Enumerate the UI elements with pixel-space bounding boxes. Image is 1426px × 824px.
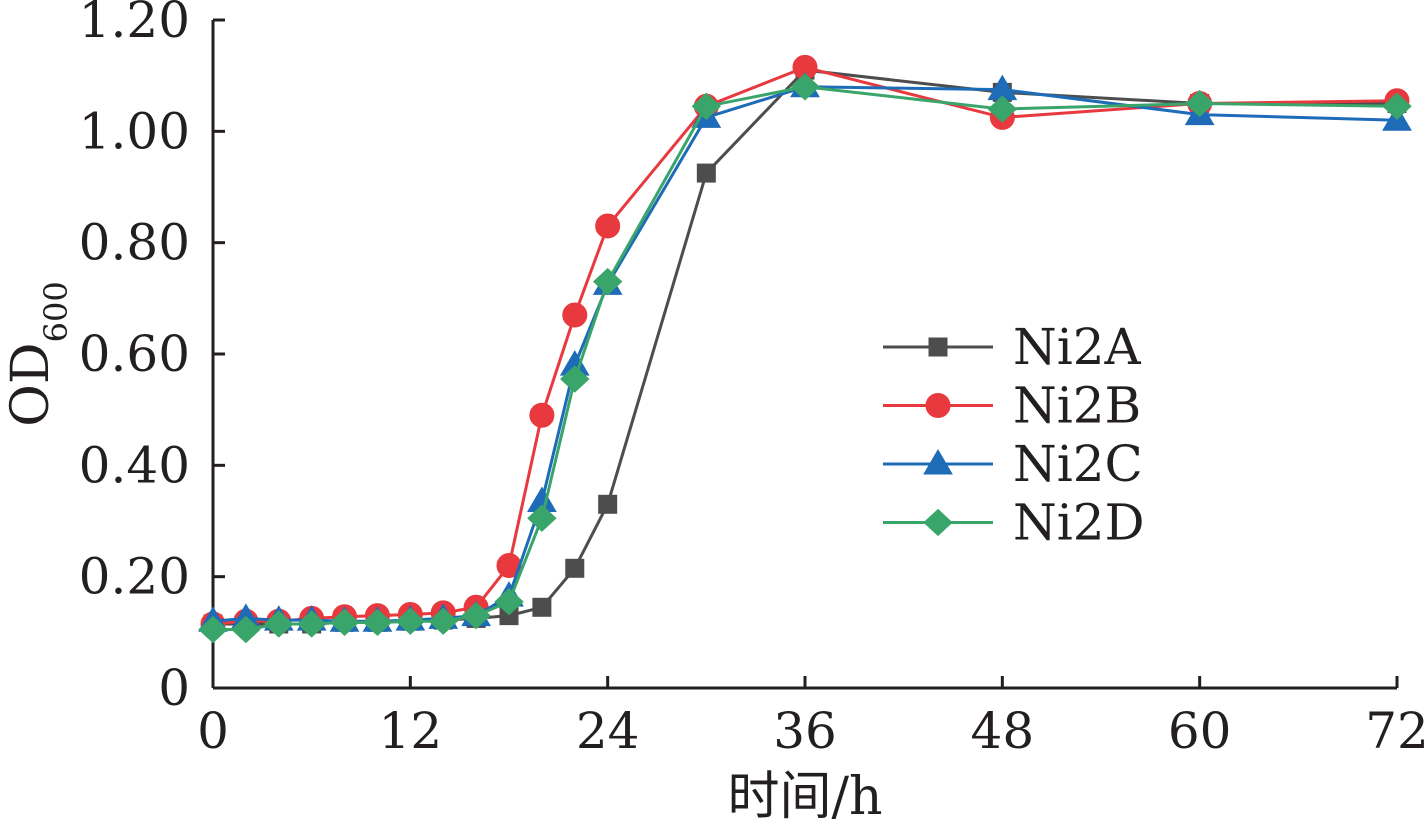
series-ni2d — [198, 73, 1412, 644]
data-point — [264, 610, 294, 638]
data-point — [329, 608, 360, 636]
data-point — [428, 607, 458, 635]
x-axis-title: 时间/h — [727, 767, 882, 824]
legend-item: Ni2D — [883, 494, 1145, 552]
y-tick-label: 0.60 — [79, 325, 190, 383]
data-point — [529, 402, 555, 428]
data-point — [696, 163, 716, 183]
x-tick-label: 60 — [1168, 702, 1232, 760]
series-line — [212, 65, 1398, 626]
series-line — [213, 68, 1397, 626]
data-point — [790, 73, 820, 101]
ticks: 0 12 24 36 48 60 72 0 0.20 0.40 0.60 0.80 1.00 1.20 — [79, 0, 1426, 760]
data-point — [987, 95, 1018, 123]
data-point — [565, 558, 585, 578]
legend-label: Ni2A — [1013, 318, 1142, 376]
series-line — [212, 85, 1398, 623]
data-point — [231, 615, 261, 644]
y-tick-label: 0.40 — [79, 436, 190, 494]
y-axis-title-subscript: 600 — [37, 281, 75, 342]
x-tick-label: 12 — [379, 702, 443, 760]
y-axis-title-main: OD — [1, 342, 61, 426]
data-point — [527, 504, 557, 532]
y-tick-label: 0.20 — [79, 548, 190, 606]
series-line — [213, 85, 1398, 632]
data-point — [494, 588, 524, 616]
series-layer — [198, 54, 1412, 644]
data-point — [691, 92, 722, 120]
data-point — [1184, 89, 1215, 118]
data-point — [560, 365, 590, 393]
legend-item: Ni2A — [883, 318, 1142, 376]
data-point — [595, 213, 621, 239]
legend-marker — [925, 393, 951, 418]
legend-label: Ni2D — [1013, 494, 1145, 552]
data-point — [296, 610, 327, 638]
x-tick-label: 24 — [576, 702, 640, 760]
x-tick-label: 0 — [197, 702, 229, 760]
series-ni2b — [200, 54, 1410, 637]
y-axis-title: OD600 — [1, 281, 75, 426]
legend-label: Ni2B — [1013, 377, 1141, 435]
data-point — [532, 597, 552, 617]
series-ni2c — [198, 71, 1412, 632]
x-tick-label: 48 — [971, 702, 1035, 760]
data-point — [592, 267, 623, 296]
y-tick-label: 1.20 — [79, 0, 190, 49]
data-point — [1382, 92, 1412, 120]
legend-item: Ni2C — [883, 435, 1143, 493]
x-tick-label: 72 — [1365, 702, 1426, 760]
data-point — [461, 601, 491, 630]
legend-item: Ni2B — [883, 377, 1141, 435]
x-tick-label: 36 — [773, 702, 837, 760]
legend-marker — [928, 337, 948, 357]
data-point — [562, 302, 588, 328]
axes — [211, 20, 1397, 690]
data-point — [395, 607, 426, 635]
data-point — [198, 615, 228, 644]
data-point — [598, 494, 618, 514]
y-tick-label: 0 — [158, 659, 190, 717]
series-ni2a — [203, 60, 1407, 634]
legend-marker — [923, 508, 953, 537]
y-tick-label: 1.00 — [79, 102, 190, 160]
legend-marker — [923, 449, 953, 475]
legend-label: Ni2C — [1013, 435, 1143, 493]
data-point — [362, 608, 393, 636]
y-tick-label: 0.80 — [79, 214, 190, 272]
